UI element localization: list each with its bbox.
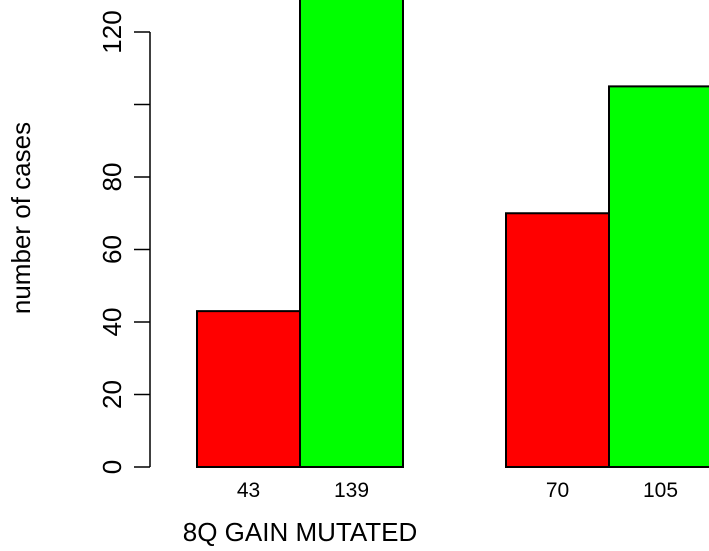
y-tick-label: 60 <box>97 235 127 264</box>
bar <box>299 0 404 468</box>
bar-value-label: 43 <box>237 479 260 502</box>
bar-labels: 43 139 70 105 <box>237 479 678 502</box>
group-labels: 8Q GAIN MUTATED <box>183 517 418 547</box>
y-axis: 0 20 40 60 80 120 <box>97 10 151 474</box>
y-tick-label: 0 <box>97 460 127 474</box>
y-tick-label: 120 <box>97 10 127 53</box>
group-label: 8Q GAIN MUTATED <box>183 517 418 547</box>
bar-value-label: 139 <box>334 479 369 502</box>
bar <box>608 85 709 468</box>
bars <box>196 0 709 468</box>
bar-value-label: 105 <box>643 479 678 502</box>
bar-value-label: 70 <box>546 479 569 502</box>
y-tick-label: 40 <box>97 308 127 337</box>
y-tick-label: 20 <box>97 380 127 409</box>
y-tick-label: 80 <box>97 163 127 192</box>
bar <box>505 212 610 468</box>
y-axis-title: number of cases <box>6 122 36 314</box>
bar <box>196 310 301 468</box>
